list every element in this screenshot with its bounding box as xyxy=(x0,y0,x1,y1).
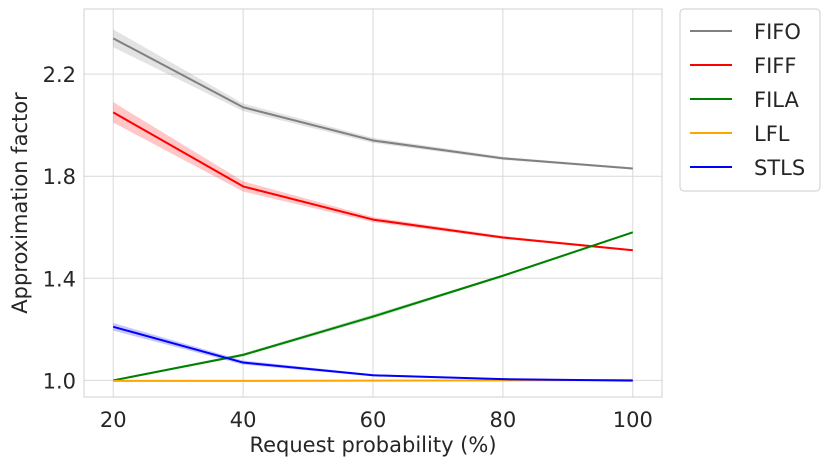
x-tick-label: 100 xyxy=(613,408,653,432)
x-axis-label: Request probability (%) xyxy=(249,433,496,457)
legend-box xyxy=(679,8,821,192)
plot-frame xyxy=(83,8,663,398)
series-line-fiff xyxy=(112,111,633,252)
x-tick-label: 80 xyxy=(490,408,517,432)
y-tick-label: 1.0 xyxy=(43,369,76,393)
legend-label-fiff: FIFF xyxy=(754,54,796,78)
series-line-fila xyxy=(113,231,634,382)
y-tick-labels: 1.0 1.4 1.8 2.2 xyxy=(43,63,76,393)
y-tick-label: 2.2 xyxy=(43,63,76,87)
legend-label-stls: STLS xyxy=(754,156,805,180)
legend-label-fila: FILA xyxy=(754,88,799,112)
series-line-fifo xyxy=(112,37,633,170)
series-line-stls xyxy=(112,325,633,382)
legend-label-lfl: LFL xyxy=(754,122,790,146)
band-fiff xyxy=(113,102,633,252)
legend: FIFO FIFF FILA LFL STLS xyxy=(679,8,821,192)
x-tick-labels: 20 40 60 80 100 xyxy=(100,408,653,432)
y-tick-label: 1.8 xyxy=(43,165,76,189)
y-tick-label: 1.4 xyxy=(43,267,76,291)
y-axis-label: Approximation factor xyxy=(8,92,32,314)
series-lines xyxy=(112,37,634,382)
band-fifo xyxy=(113,29,633,170)
x-tick-label: 40 xyxy=(230,408,257,432)
x-tick-label: 60 xyxy=(360,408,387,432)
legend-label-fifo: FIFO xyxy=(754,20,801,44)
x-tick-label: 20 xyxy=(100,408,127,432)
